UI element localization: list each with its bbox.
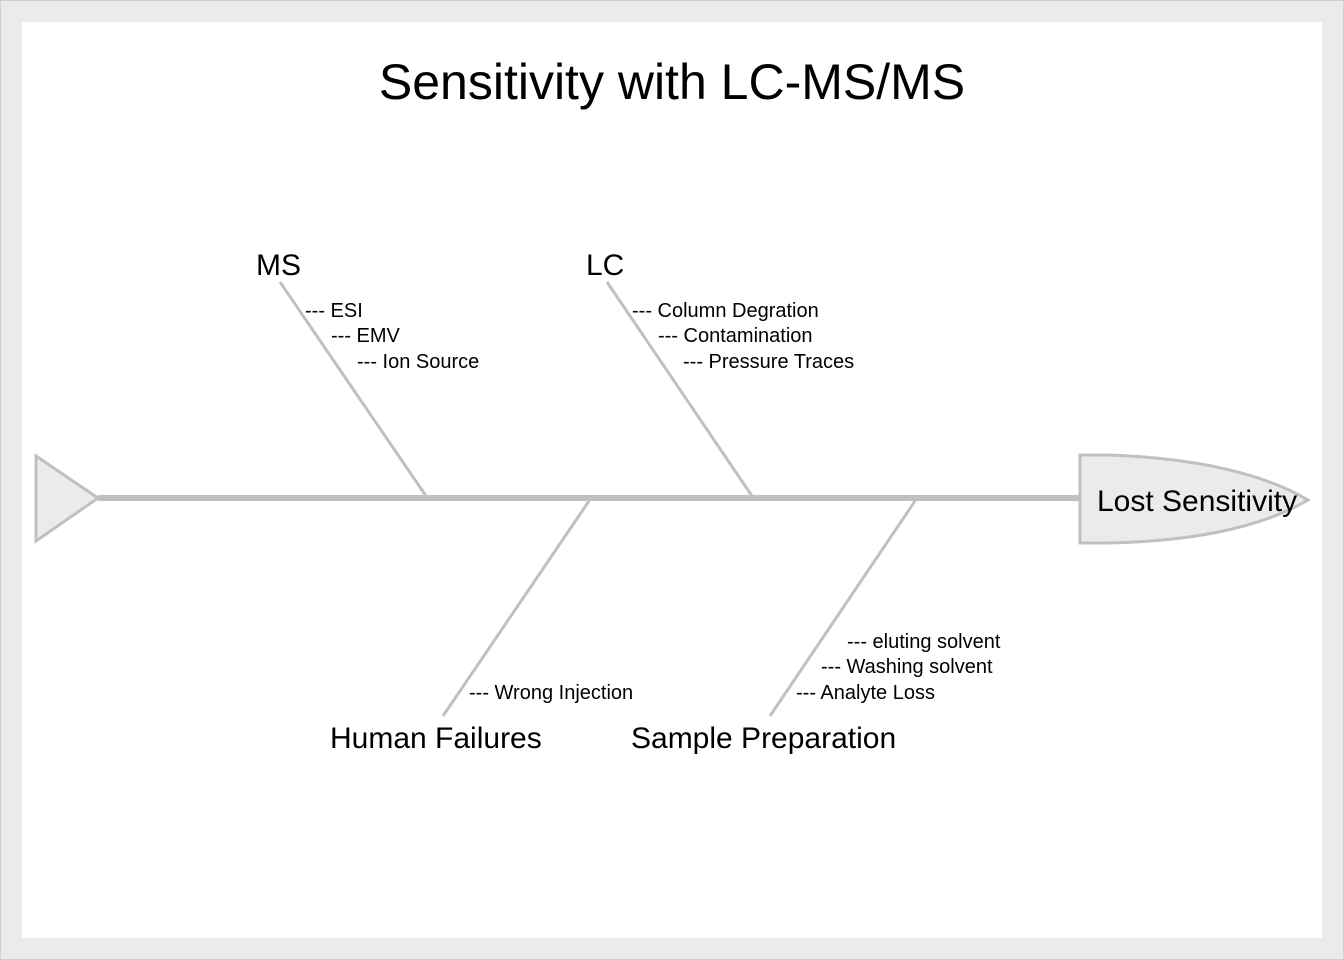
bone-lc — [605, 281, 754, 497]
cause-item: --- Washing solvent — [821, 656, 993, 678]
bone-human-failures — [441, 500, 591, 717]
cause-item: --- EMV — [331, 325, 401, 347]
diagram-title: Sensitivity with LC-MS/MS — [379, 54, 965, 110]
effect-head — [1078, 453, 1311, 545]
effect-label: Lost Sensitivity — [1097, 485, 1297, 518]
category-sample-preparation: Sample Preparation — [631, 722, 896, 755]
bone-ms — [278, 281, 428, 497]
cause-item: --- Ion Source — [357, 351, 479, 373]
category-human-failures: Human Failures — [330, 722, 542, 755]
tail-triangle — [34, 453, 101, 544]
cause-item: --- Pressure Traces — [683, 351, 854, 373]
category-ms: MS — [256, 249, 301, 282]
cause-item: --- ESI — [305, 300, 363, 322]
cause-item: --- Wrong Injection — [469, 682, 633, 704]
cause-item: --- eluting solvent — [847, 631, 1001, 653]
bone-sample-preparation — [768, 500, 917, 717]
cause-item: --- Contamination — [658, 325, 813, 347]
cause-item: --- Analyte Loss — [796, 682, 935, 704]
category-lc: LC — [586, 249, 624, 282]
cause-item: --- Column Degration — [632, 300, 819, 322]
